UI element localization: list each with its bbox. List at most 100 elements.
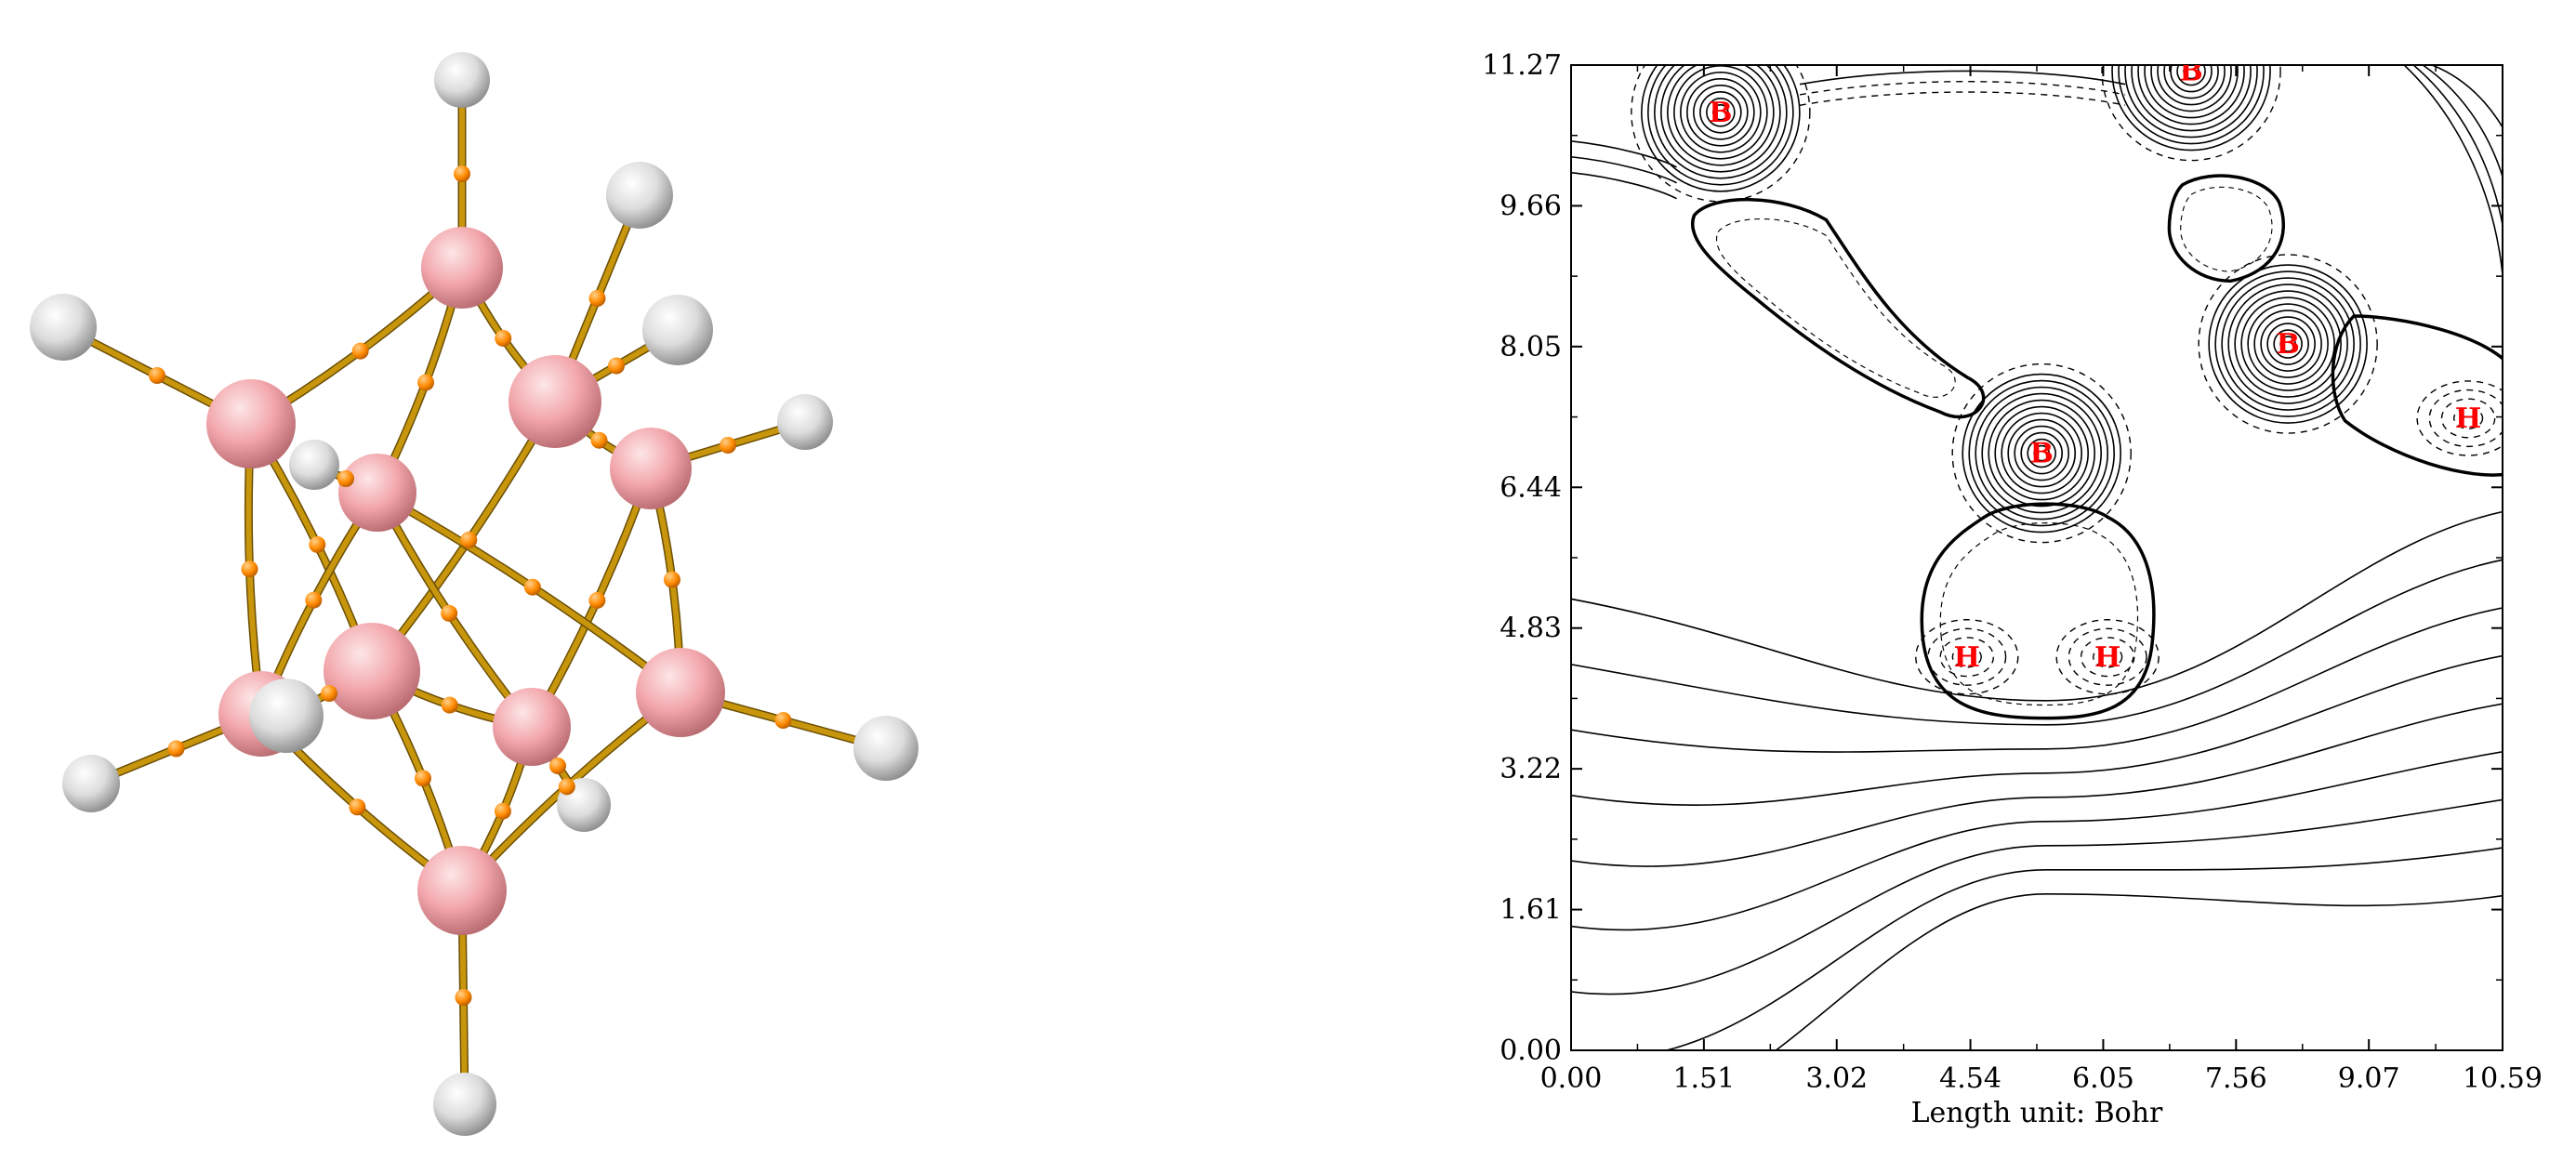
boron-density-contour [2176, 65, 2206, 86]
boron-atom [610, 428, 692, 509]
outer-density-contour [1571, 703, 2503, 867]
edge-contour [1571, 155, 1677, 184]
boron-density-contour [2266, 323, 2309, 365]
bond-critical-point [149, 367, 165, 384]
bond-critical-point [321, 685, 337, 702]
hydrogen-label: H [2455, 402, 2481, 435]
boron-atom [324, 623, 420, 719]
boron-density-contour [1641, 65, 1801, 192]
boron-density-contour [1981, 392, 2103, 514]
boron-atom [338, 454, 416, 532]
hydrogen-dashed-contour [2440, 398, 2496, 439]
bond-critical-point [241, 560, 258, 578]
hydrogen-dashed-contour [2416, 380, 2503, 456]
boron-density-contour [2111, 65, 2271, 152]
boron-density-contour [2137, 65, 2245, 125]
boron-dashed-contour [2198, 254, 2378, 434]
boron-density-contour [2279, 336, 2296, 352]
boron-atom [493, 688, 571, 766]
boron-density-contour [2131, 65, 2252, 132]
hydrogen-dashed-contour [2428, 389, 2503, 448]
bond-critical-point [417, 374, 435, 391]
boron-atom [636, 648, 725, 737]
hydrogen-atom [642, 295, 713, 365]
bond-critical-point [549, 758, 566, 774]
boron-density-contour [1988, 399, 2096, 508]
x-tick-label: 0.00 [1540, 1062, 1603, 1095]
hydrogen-atom [249, 679, 324, 753]
bond-critical-point [774, 712, 792, 729]
x-tick-label: 3.02 [1805, 1062, 1868, 1095]
hydrogen-dashed-contour [1939, 637, 1995, 678]
bridge-boundary-contour [1920, 502, 2156, 720]
outer-density-contour [1571, 750, 2503, 931]
boron-density-contour [1667, 65, 1775, 166]
bond-critical-points [149, 165, 792, 1006]
boron-density-contour [2208, 264, 2368, 424]
hydrogen-atom [853, 716, 918, 781]
bond-critical-point [309, 535, 326, 553]
boron-density-contour [1994, 405, 2090, 501]
right-edge-contour [2412, 65, 2503, 344]
y-tick-label: 3.22 [1499, 753, 1562, 785]
boron-density-contour [2027, 438, 2057, 468]
bond-critical-point [441, 604, 458, 622]
boron-density-contour [2260, 316, 2316, 372]
boron-density-contour [2227, 283, 2348, 404]
boron-density-contour [2170, 65, 2213, 93]
boron-density-contour [1654, 65, 1788, 179]
x-tick-label: 4.54 [1939, 1062, 2001, 1095]
boron-density-contour [2234, 290, 2342, 398]
cage-region-contour [2167, 174, 2285, 283]
hydrogen-atom [62, 755, 120, 812]
boron-atom [509, 355, 601, 448]
outer-density-contour [1663, 847, 2503, 1050]
bond-region-contour [1691, 197, 1986, 419]
hydrogen-dashed-contour [2080, 637, 2135, 678]
y-tick-label: 0.00 [1499, 1035, 1562, 1067]
y-tick-label: 6.44 [1499, 471, 1562, 504]
boron-density-contour [2183, 65, 2200, 80]
boron-dashed-contour [2101, 65, 2281, 162]
bond-critical-point [590, 431, 608, 449]
boron-dashed-contour [1951, 362, 2132, 544]
boron-label: B [2179, 56, 2202, 88]
x-tick-label: 1.51 [1672, 1062, 1735, 1095]
bond-critical-point [494, 802, 511, 820]
y-tick-label: 11.27 [1482, 49, 1562, 82]
y-tick-label: 9.66 [1499, 190, 1562, 222]
boron-density-contour [2007, 418, 2077, 488]
boron-atom [417, 846, 507, 935]
hydrogen-dashed-contour [1915, 619, 2019, 695]
bond-critical-point [455, 989, 472, 1006]
bond-critical-point [441, 696, 458, 714]
boron-atom [206, 379, 296, 468]
boron-density-contour [2118, 65, 2265, 145]
contour-plot: 0.00 1.51 3.02 4.54 6.05 7.56 9.07 10.59 0.00 1.… [1482, 49, 2543, 1129]
boron-density-contour [2157, 65, 2226, 106]
boron-density-contour [2240, 297, 2335, 391]
right-edge-contour [2422, 65, 2503, 333]
right-edge-contour [2431, 65, 2503, 322]
y-axis: 0.00 1.61 3.22 4.83 6.44 8.05 9.66 11.27 [1482, 49, 2503, 1067]
cage-region-dashed-contour [2180, 186, 2273, 272]
boron-density-contour [1680, 71, 1762, 153]
bond-critical-point [495, 329, 512, 347]
outer-density-contour [1571, 654, 2503, 806]
hydrogen-label: H [1954, 641, 1980, 674]
boron-density-contour [2124, 65, 2258, 138]
hydrogen-dashed-contour [1951, 645, 1982, 668]
bond-critical-point [558, 778, 575, 796]
boron-density-contour [1968, 379, 2116, 527]
x-tick-label: 7.56 [2205, 1062, 2267, 1095]
boron-density-contour [1693, 84, 1749, 140]
boron-density-contour [1962, 373, 2122, 534]
boron-density-contour [1660, 65, 1781, 173]
x-tick-label: 10.59 [2463, 1062, 2543, 1095]
hydrogen-atom [433, 1073, 496, 1136]
edge-contour [1571, 171, 1677, 200]
bond-critical-point [720, 437, 736, 454]
top-bond-contour [1799, 81, 2126, 96]
bond-critical-point [305, 591, 323, 609]
boron-density-contour [1975, 386, 2109, 521]
